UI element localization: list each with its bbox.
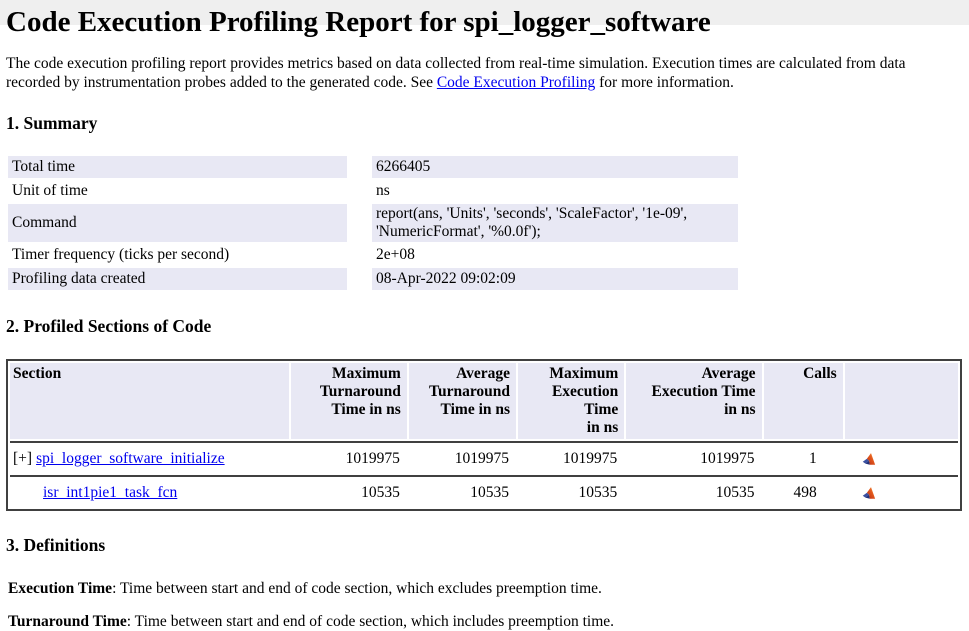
section-link[interactable]: spi_logger_software_initialize xyxy=(36,450,225,467)
max-turnaround-value: 10535 xyxy=(361,484,400,501)
col-header-section: Section xyxy=(10,363,289,439)
table-row: Command report(ans, 'Units', 'seconds', … xyxy=(8,204,738,242)
summary-row-label: Profiling data created xyxy=(8,268,347,290)
col-header-avg-execution: Average Execution Time in ns xyxy=(626,363,762,439)
summary-spacer xyxy=(349,180,370,202)
summary-heading: 1. Summary xyxy=(6,113,98,133)
summary-row-value: 2e+08 xyxy=(376,246,415,263)
avg-turnaround-value: 10535 xyxy=(470,484,510,501)
section-name-cell: [+] spi_logger_software_initialize xyxy=(10,445,289,473)
definition-term: Turnaround Time xyxy=(8,613,127,630)
definition-text: : Time between start and end of code sec… xyxy=(126,613,615,630)
section-name-cell: isr_int1pie1_task_fcn xyxy=(10,479,289,507)
summary-row-value: ns xyxy=(376,182,390,199)
intro-text-before: The code execution profiling report prov… xyxy=(6,55,906,91)
table-header-row: Section Maximum Turnaround Time in ns Av… xyxy=(10,363,958,439)
row-divider xyxy=(10,441,958,443)
col-header-calls: Calls xyxy=(763,363,843,439)
page-title: Code Execution Profiling Report for spi_… xyxy=(6,6,711,38)
definition-text: : Time between start and end of code sec… xyxy=(112,580,602,597)
intro-paragraph: The code execution profiling report prov… xyxy=(6,55,944,92)
col-header-empty xyxy=(844,363,958,439)
max-execution-value: 10535 xyxy=(578,484,618,501)
summary-row-value: report(ans, 'Units', 'seconds', 'ScaleFa… xyxy=(372,204,738,242)
table-row: Total time 6266405 xyxy=(8,156,738,178)
title-band xyxy=(0,0,969,25)
avg-execution-value: 1019975 xyxy=(700,450,755,467)
row-divider xyxy=(10,475,958,477)
table-row: Timer frequency (ticks per second) 2e+08 xyxy=(8,244,738,266)
sections-heading: 2. Profiled Sections of Code xyxy=(6,316,212,336)
matlab-icon[interactable] xyxy=(862,452,877,467)
summary-spacer xyxy=(349,268,370,290)
matlab-icon-cell xyxy=(845,479,958,507)
summary-spacer xyxy=(349,244,370,266)
matlab-icon-cell xyxy=(845,445,958,473)
profiled-sections-table: Section Maximum Turnaround Time in ns Av… xyxy=(6,359,962,511)
code-execution-profiling-link[interactable]: Code Execution Profiling xyxy=(436,73,596,91)
col-header-max-turnaround: Maximum Turnaround Time in ns xyxy=(290,363,407,439)
summary-spacer xyxy=(349,156,370,178)
summary-spacer xyxy=(349,204,370,242)
definition-term: Execution Time xyxy=(8,580,113,597)
expand-toggle[interactable]: [+] xyxy=(13,450,33,467)
calls-value: 498 xyxy=(793,484,817,501)
definitions-heading: 3. Definitions xyxy=(6,535,106,555)
col-header-max-execution: Maximum Execution Time in ns xyxy=(518,363,625,439)
avg-turnaround-value: 1019975 xyxy=(454,450,510,467)
table-row: [+] spi_logger_software_initialize 101997… xyxy=(10,445,958,473)
intro-text-after: for more information. xyxy=(595,73,734,91)
summary-table: Total time 6266405 Unit of time ns Comma… xyxy=(6,154,740,292)
summary-row-value: 6266405 xyxy=(372,156,738,178)
summary-row-label: Command xyxy=(8,204,347,242)
matlab-icon[interactable] xyxy=(862,486,877,501)
summary-row-label: Unit of time xyxy=(12,182,88,199)
max-turnaround-value: 1019975 xyxy=(345,450,400,467)
table-row: Profiling data created 08-Apr-2022 09:02… xyxy=(8,268,738,290)
col-header-avg-turnaround: Average Turnaround Time in ns xyxy=(408,363,517,439)
table-row: isr_int1pie1_task_fcn 10535 10535 10535 … xyxy=(10,479,958,507)
definition-item: Turnaround Time: Time between start and … xyxy=(8,613,963,631)
table-row: Unit of time ns xyxy=(8,180,738,202)
summary-row-label: Total time xyxy=(8,156,347,178)
summary-row-value: 08-Apr-2022 09:02:09 xyxy=(372,268,738,290)
calls-value: 1 xyxy=(808,450,817,467)
avg-execution-value: 10535 xyxy=(715,484,755,501)
definition-item: Execution Time: Time between start and e… xyxy=(8,580,963,598)
max-execution-value: 1019975 xyxy=(563,450,618,467)
section-link[interactable]: isr_int1pie1_task_fcn xyxy=(43,484,178,501)
summary-row-label: Timer frequency (ticks per second) xyxy=(12,246,230,263)
